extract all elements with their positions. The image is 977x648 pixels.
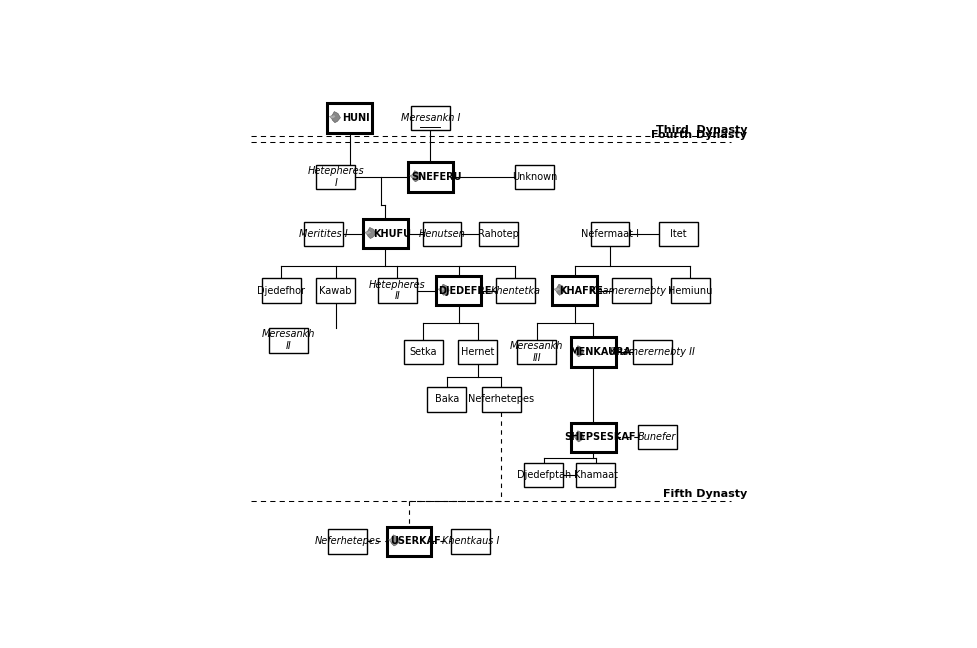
Polygon shape <box>574 431 583 442</box>
FancyBboxPatch shape <box>632 340 671 364</box>
Text: KHAFRE: KHAFRE <box>558 286 602 295</box>
FancyBboxPatch shape <box>427 387 466 411</box>
Text: Khentetka: Khentetka <box>489 286 540 295</box>
Text: Neferhetepes: Neferhetepes <box>315 537 380 546</box>
FancyBboxPatch shape <box>407 163 452 192</box>
Text: Djedefptah: Djedefptah <box>516 470 571 480</box>
Polygon shape <box>366 227 375 238</box>
Text: Djedefhor: Djedefhor <box>257 286 305 295</box>
Polygon shape <box>331 111 340 122</box>
Text: SHEPSESKAF: SHEPSESKAF <box>564 432 635 442</box>
Text: Neferhetepes: Neferhetepes <box>468 395 533 404</box>
FancyBboxPatch shape <box>436 276 481 305</box>
Text: Khentkaus I: Khentkaus I <box>442 537 498 546</box>
Text: Hetepheres
II: Hetepheres II <box>368 280 425 301</box>
Text: Fifth Dynasty: Fifth Dynasty <box>662 489 746 499</box>
Text: Baka: Baka <box>434 395 458 404</box>
Polygon shape <box>388 538 395 542</box>
Polygon shape <box>409 174 416 178</box>
FancyBboxPatch shape <box>410 106 449 130</box>
FancyBboxPatch shape <box>515 165 553 189</box>
Polygon shape <box>574 345 583 357</box>
FancyBboxPatch shape <box>612 278 650 303</box>
FancyBboxPatch shape <box>262 278 300 303</box>
Polygon shape <box>573 434 579 438</box>
Text: Khamaat: Khamaat <box>573 470 617 480</box>
FancyBboxPatch shape <box>575 463 615 487</box>
Polygon shape <box>411 170 420 181</box>
FancyBboxPatch shape <box>328 529 366 553</box>
FancyBboxPatch shape <box>482 387 520 411</box>
FancyBboxPatch shape <box>658 222 698 246</box>
FancyBboxPatch shape <box>571 338 616 367</box>
FancyBboxPatch shape <box>327 103 372 133</box>
Text: Hernet: Hernet <box>460 347 493 357</box>
FancyBboxPatch shape <box>362 219 407 248</box>
Text: Kawab: Kawab <box>319 286 352 295</box>
FancyBboxPatch shape <box>316 165 355 189</box>
Text: MENKAURA: MENKAURA <box>569 347 630 357</box>
FancyBboxPatch shape <box>422 222 461 246</box>
FancyBboxPatch shape <box>637 425 676 450</box>
FancyBboxPatch shape <box>590 222 629 246</box>
Text: Hemiunu: Hemiunu <box>667 286 712 295</box>
Text: Khamerernebty II: Khamerernebty II <box>610 347 695 357</box>
FancyBboxPatch shape <box>404 340 443 364</box>
Text: Rahotep: Rahotep <box>478 229 519 239</box>
Text: Fourth Dynasty: Fourth Dynasty <box>651 130 746 140</box>
Text: Third  Dynasty: Third Dynasty <box>655 124 746 135</box>
Text: Meritites I: Meritites I <box>299 229 348 239</box>
Text: Setka: Setka <box>409 347 437 357</box>
FancyBboxPatch shape <box>670 278 709 303</box>
Text: USERKAF: USERKAF <box>390 537 441 546</box>
FancyBboxPatch shape <box>571 422 616 452</box>
FancyBboxPatch shape <box>269 328 308 353</box>
Text: SNEFERU: SNEFERU <box>411 172 461 182</box>
Polygon shape <box>553 287 560 292</box>
Polygon shape <box>440 284 448 295</box>
FancyBboxPatch shape <box>304 222 343 246</box>
Text: Meresankh I: Meresankh I <box>401 113 459 123</box>
Text: Khamerernebty I: Khamerernebty I <box>590 286 671 295</box>
Polygon shape <box>329 115 336 119</box>
FancyBboxPatch shape <box>316 278 355 303</box>
Polygon shape <box>555 284 565 295</box>
FancyBboxPatch shape <box>457 340 496 364</box>
Text: HUNI: HUNI <box>342 113 369 123</box>
FancyBboxPatch shape <box>377 278 416 303</box>
Polygon shape <box>364 231 371 235</box>
Text: KHUFU: KHUFU <box>372 229 410 239</box>
Text: Bunefer: Bunefer <box>637 432 676 442</box>
FancyBboxPatch shape <box>450 529 489 553</box>
FancyBboxPatch shape <box>495 278 534 303</box>
Text: Nefermaat I: Nefermaat I <box>580 229 638 239</box>
FancyBboxPatch shape <box>551 276 596 305</box>
FancyBboxPatch shape <box>517 340 556 364</box>
Text: Unknown: Unknown <box>511 172 557 182</box>
Polygon shape <box>573 349 579 353</box>
Text: Meresankh
III: Meresankh III <box>509 341 563 363</box>
FancyBboxPatch shape <box>479 222 518 246</box>
FancyBboxPatch shape <box>386 527 431 556</box>
Text: Itet: Itet <box>669 229 686 239</box>
FancyBboxPatch shape <box>524 463 563 487</box>
Polygon shape <box>390 535 400 546</box>
Polygon shape <box>438 287 445 292</box>
Text: Henutsen: Henutsen <box>418 229 465 239</box>
Text: Hetepheres
I: Hetepheres I <box>307 167 363 188</box>
Text: Meresankh
II: Meresankh II <box>262 329 315 351</box>
Text: DJEDEFRE: DJEDEFRE <box>438 286 491 295</box>
